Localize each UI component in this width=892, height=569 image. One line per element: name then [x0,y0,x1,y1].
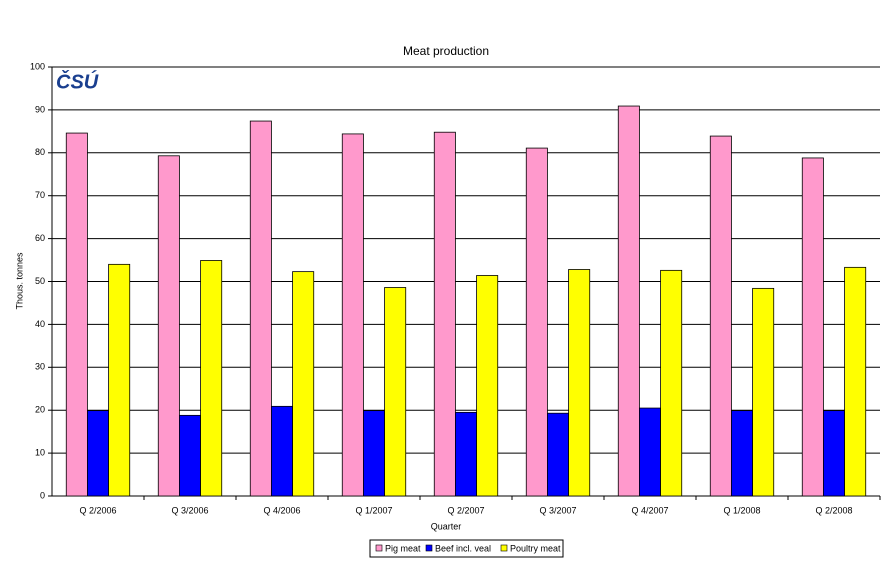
x-tick-label: Q 2/2007 [447,505,484,515]
bar [271,405,293,497]
bar [617,105,640,497]
y-tick-label: 100 [30,61,45,71]
bar [731,410,753,497]
y-tick-label: 0 [40,490,45,500]
bar [363,410,385,497]
bar [823,410,845,497]
bar [87,410,109,497]
x-tick-label: Q 1/2008 [723,505,760,515]
bar [292,271,315,497]
bar [844,266,867,497]
y-tick-label: 80 [35,147,45,157]
legend-label: Beef incl. veal [435,543,491,553]
x-tick-label: Q 3/2006 [171,505,208,515]
x-axis-label: Quarter [431,521,462,531]
bar [801,157,824,497]
bar [249,120,272,497]
y-tick-label: 60 [35,233,45,243]
legend-label: Pig meat [385,543,421,553]
x-tick-label: Q 3/2007 [539,505,576,515]
bar [179,414,201,497]
bar [752,287,775,497]
x-tick-label: Q 4/2006 [263,505,300,515]
bar [639,407,661,497]
bar [660,269,683,497]
legend-swatch [375,544,383,552]
bar [341,133,364,497]
logo: ČSÚ [56,69,99,93]
x-tick-label: Q 4/2007 [631,505,668,515]
bar [200,260,223,497]
bar [65,132,88,497]
bar [157,155,180,497]
x-tick-label: Q 1/2007 [355,505,392,515]
y-tick-label: 40 [35,319,45,329]
y-tick-label: 50 [35,276,45,286]
bar [568,269,591,497]
bar [433,131,456,497]
x-tick-label: Q 2/2008 [815,505,852,515]
chart-title: Meat production [403,44,489,58]
legend-label: Poultry meat [510,543,561,553]
legend-box [369,539,564,558]
y-tick-label: 70 [35,190,45,200]
bar [547,412,569,497]
y-tick-label: 20 [35,405,45,415]
bar [709,135,732,497]
bar [455,411,477,497]
x-tick-label: Q 2/2006 [79,505,116,515]
y-axis-label: Thous. tonnes [14,252,24,310]
y-tick-label: 90 [35,104,45,114]
bar [525,147,548,497]
y-tick-label: 10 [35,447,45,457]
bar [384,287,407,497]
legend-swatch [425,544,433,552]
legend-swatch [500,544,508,552]
bar [476,275,499,497]
y-tick-label: 30 [35,362,45,372]
bar [108,263,131,497]
